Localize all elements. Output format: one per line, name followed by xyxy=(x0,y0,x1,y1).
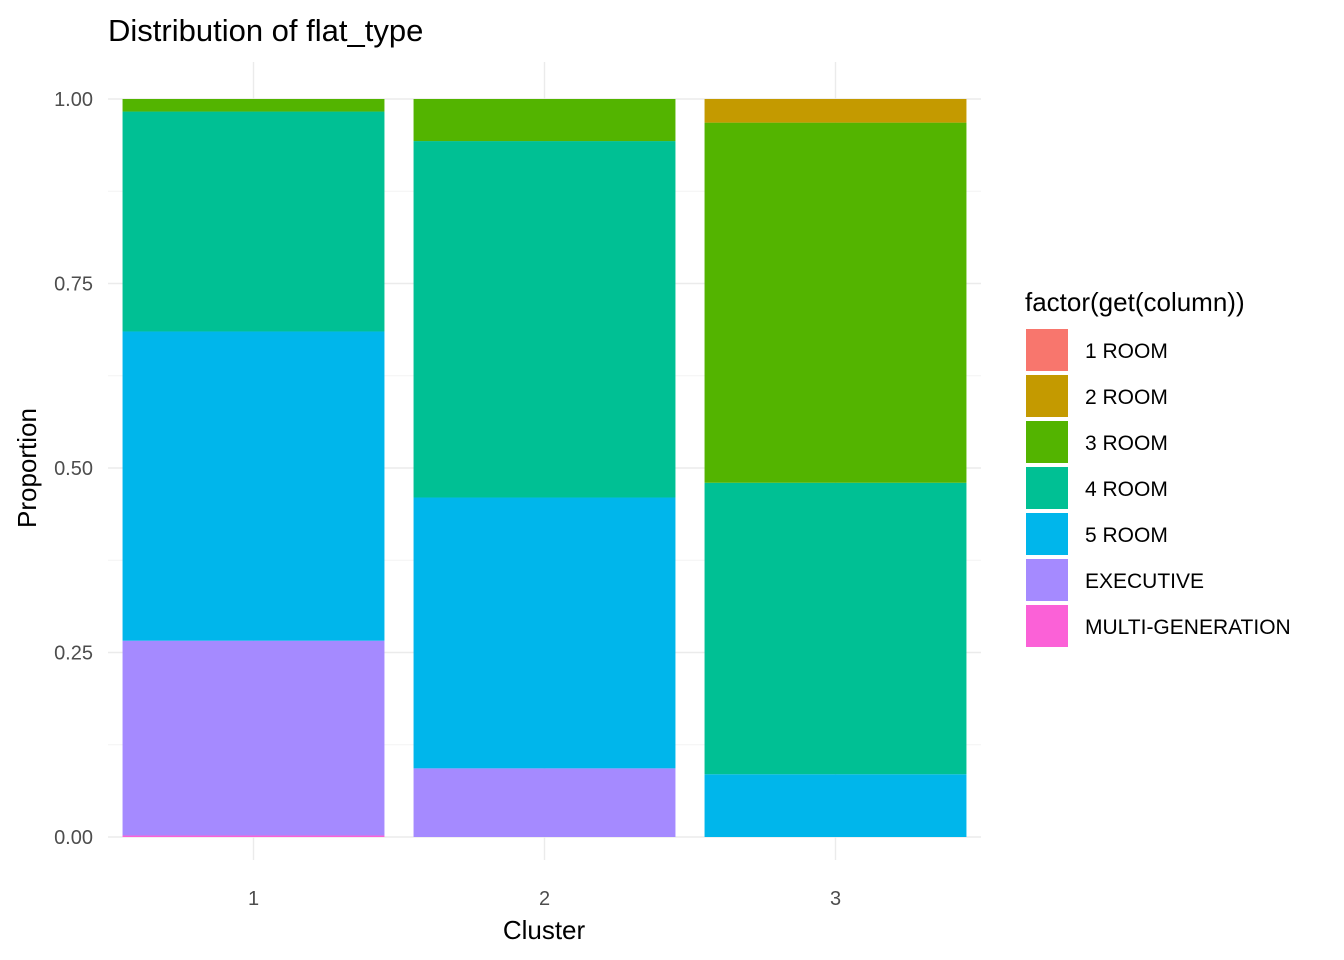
legend-key xyxy=(1026,375,1068,417)
y-tick-label: 0.50 xyxy=(54,458,93,480)
legend: factor(get(column)) 1 ROOM 2 ROOM 3 ROOM 4 … xyxy=(1025,287,1291,647)
bar-segment xyxy=(122,331,385,641)
legend-key xyxy=(1026,605,1068,647)
legend-title: factor(get(column)) xyxy=(1025,287,1245,317)
legend-key xyxy=(1026,329,1068,371)
x-axis-title: Cluster xyxy=(503,915,586,945)
legend-label: 4 ROOM xyxy=(1085,478,1168,501)
x-tick-label: 1 xyxy=(248,888,259,910)
legend-label: MULTI-GENERATION xyxy=(1085,616,1291,639)
legend-key xyxy=(1026,467,1068,509)
y-tick-label: 0.25 xyxy=(54,643,93,665)
y-tick-label: 0.75 xyxy=(54,274,93,296)
bar-segment xyxy=(704,482,967,775)
x-tick-label: 2 xyxy=(539,888,550,910)
legend-label: 3 ROOM xyxy=(1085,432,1168,455)
chart-title: Distribution of flat_type xyxy=(108,13,423,48)
bar-segment xyxy=(122,99,385,112)
bar-segment xyxy=(413,768,676,837)
bar-segment xyxy=(413,141,676,498)
bar-stacks xyxy=(122,99,967,837)
y-tick-label: 1.00 xyxy=(54,89,93,111)
bar-segment xyxy=(704,774,967,837)
legend-label: 2 ROOM xyxy=(1085,386,1168,409)
y-tick-label: 0.00 xyxy=(54,827,93,849)
x-tick-label: 3 xyxy=(830,888,841,910)
bar-segment xyxy=(122,640,385,836)
legend-key xyxy=(1026,513,1068,555)
legend-key xyxy=(1026,559,1068,601)
bar-segment xyxy=(704,122,967,483)
y-axis-title: Proportion xyxy=(12,408,42,528)
bar-segment xyxy=(413,497,676,769)
bar-segment xyxy=(413,99,676,142)
legend-label: EXECUTIVE xyxy=(1085,570,1204,593)
legend-key xyxy=(1026,421,1068,463)
bar-segment xyxy=(122,835,385,837)
bar-segment xyxy=(704,99,967,123)
bar-segment xyxy=(122,111,385,332)
legend-label: 1 ROOM xyxy=(1085,340,1168,363)
y-axis-ticks: 0.00 0.25 0.50 0.75 1.00 xyxy=(54,89,93,849)
x-axis-ticks: 1 2 3 xyxy=(248,888,841,910)
legend-label: 5 ROOM xyxy=(1085,524,1168,547)
